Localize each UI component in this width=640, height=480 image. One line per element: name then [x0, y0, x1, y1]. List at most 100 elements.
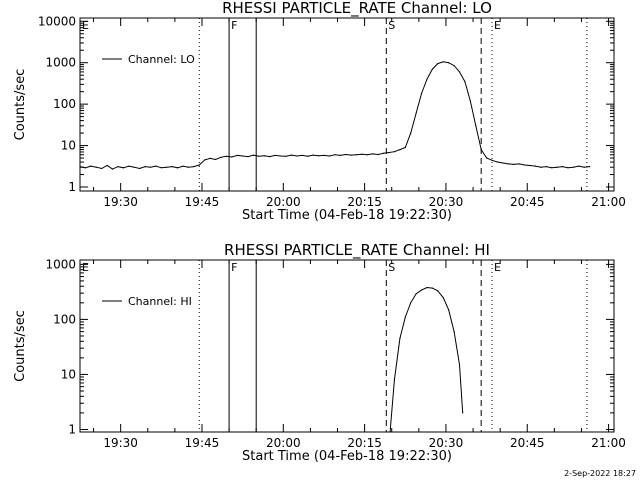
panel1-y-tick-label: 1 [68, 180, 76, 194]
panel2-data-point [410, 302, 412, 304]
panel1-data-point [225, 155, 227, 157]
panel2-event-marker-label: E [494, 261, 501, 274]
panel1-data-point [280, 155, 282, 157]
panel1-data-point [350, 154, 352, 156]
panel1-data-point [323, 154, 325, 156]
panel2-data-point [420, 289, 423, 291]
panel1-data-point [101, 167, 103, 170]
panel1-x-axis-label: Start Time (04-Feb-18 19:22:30) [242, 208, 452, 223]
panel1-data-point [486, 157, 488, 159]
panel2-event-marker-label: E [82, 261, 89, 274]
panel1-data-point [437, 63, 439, 65]
panel1-data-point [187, 166, 189, 168]
panel1-data-point [171, 166, 173, 168]
panel1-y-tick-label: 10000 [38, 14, 76, 28]
panel1-data-point [296, 155, 298, 157]
panel1-data-point [464, 81, 466, 83]
panel1-data-point [312, 154, 314, 156]
panel1-data-point [567, 167, 569, 169]
panel2-data-point [404, 316, 406, 318]
panel1-data-point [431, 68, 433, 70]
panel2-data-point [462, 412, 464, 414]
panel2-x-tick-label: 19:30 [103, 436, 138, 450]
panel1-data-point [556, 166, 558, 168]
panel1-data-point [383, 152, 385, 154]
panel1-data-point [247, 156, 249, 158]
panel1-y-tick-label: 10 [61, 139, 76, 153]
panel1-data-point [160, 167, 162, 169]
panel1-data-point [95, 166, 97, 168]
panel1-data-point [361, 153, 363, 155]
panel1-data-point [242, 155, 244, 157]
panel1-data-point [345, 153, 347, 156]
panel1-data-point [529, 164, 531, 167]
panel2-title: RHESSI PARTICLE_RATE Channel: HI [224, 241, 490, 260]
panel1-data-point [426, 78, 428, 80]
panel1-x-tick-label: 20:30 [429, 195, 464, 209]
panel1-data-point [182, 165, 184, 167]
panel1-event-marker-label: E [494, 19, 501, 32]
panel2-event-marker-label: F [231, 261, 237, 274]
panel1-data-point [453, 65, 455, 67]
panel2-data-point [453, 331, 455, 333]
panel1-series-line [79, 61, 590, 170]
panel1-data-point [561, 166, 564, 168]
panel1-x-tick-label: 20:00 [266, 195, 301, 209]
panel1-data-point [117, 166, 119, 168]
panel1-data-point [475, 125, 477, 127]
panel1-data-point [263, 155, 265, 157]
panel1-data-point [269, 156, 271, 158]
panel2-data-point [389, 431, 391, 433]
panel1-data-point [496, 161, 498, 163]
panel1-data-point [448, 62, 450, 64]
panel1-x-tick-label: 19:30 [103, 195, 138, 209]
panel1-x-tick-label: 20:45 [510, 195, 545, 209]
panel1-y-tick-label: 100 [53, 97, 76, 111]
panel1-data-point [372, 153, 374, 155]
panel1-data-point [274, 154, 276, 156]
panel2-data-point [448, 309, 450, 311]
panel1-data-point [231, 156, 233, 158]
panel1-data-point [334, 154, 336, 156]
panel1-data-point [198, 164, 200, 166]
panel1-data-point [366, 154, 368, 156]
panel2-frame [79, 259, 615, 433]
panel2-data-point [437, 290, 439, 292]
panel1-data-point [166, 166, 168, 168]
panel2-data-point [393, 379, 395, 381]
panel2-x-tick-label: 19:45 [185, 436, 220, 450]
panel1-data-point [79, 166, 81, 168]
panel1-data-point [480, 149, 482, 151]
panel2-y-tick-label: 1000 [45, 257, 76, 271]
panel1-x-tick-label: 21:00 [591, 195, 626, 209]
panel2-y-tick-label: 100 [53, 312, 76, 326]
panel1-data-point [545, 166, 547, 168]
panel1-data-point [149, 166, 152, 168]
panel1-data-point [301, 154, 303, 156]
panel2-y-tick-label: 10 [61, 367, 76, 381]
panel1-data-point [410, 132, 412, 134]
panel1-data-point [420, 93, 423, 95]
panel1-data-point [578, 165, 580, 167]
panel1-data-point [540, 166, 542, 168]
panel1-data-point [458, 71, 461, 73]
panel1-data-point [290, 154, 292, 156]
panel2-event-marker-label: S [388, 261, 395, 274]
panel1-data-point [252, 154, 255, 156]
panel2-x-tick-label: 20:45 [510, 436, 545, 450]
panel2-x-axis-label: Start Time (04-Feb-18 19:22:30) [242, 449, 452, 464]
panel1-data-point [193, 166, 195, 168]
panel1-title: RHESSI PARTICLE_RATE Channel: LO [222, 0, 492, 18]
panel2-data-point [426, 286, 428, 289]
panel1-data-point [469, 100, 471, 102]
panel1-data-point [583, 166, 585, 168]
panel1-data-point [122, 167, 124, 169]
panel1-y-axis-label: Counts/sec [13, 69, 28, 141]
panel1-data-point [415, 112, 417, 114]
panel1-event-marker-label: E [82, 19, 89, 32]
panel1-frame [79, 17, 615, 192]
panel1-x-tick-label: 19:45 [185, 195, 220, 209]
panel1-data-point [388, 151, 390, 154]
footer-timestamp: 2-Sep-2022 18:27 [564, 469, 636, 478]
panel1-data-point [507, 163, 509, 165]
